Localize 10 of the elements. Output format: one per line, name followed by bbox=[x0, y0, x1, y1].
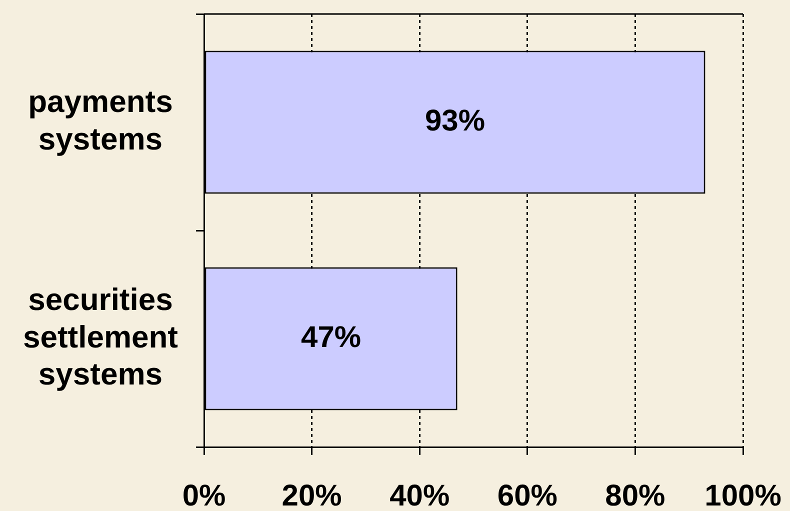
data-label: 47% bbox=[301, 321, 362, 354]
x-tick-label: 80% bbox=[605, 479, 666, 511]
x-tick-label: 0% bbox=[182, 479, 226, 511]
x-tick-label: 20% bbox=[282, 479, 342, 511]
x-tick-label: 100% bbox=[704, 479, 782, 511]
y-tick-label: securities settlement systems bbox=[22, 282, 178, 392]
x-tick-label: 60% bbox=[497, 479, 558, 511]
y-tick-label: payments systems bbox=[28, 84, 173, 156]
x-tick-label: 40% bbox=[390, 479, 450, 511]
data-label: 93% bbox=[424, 104, 486, 138]
